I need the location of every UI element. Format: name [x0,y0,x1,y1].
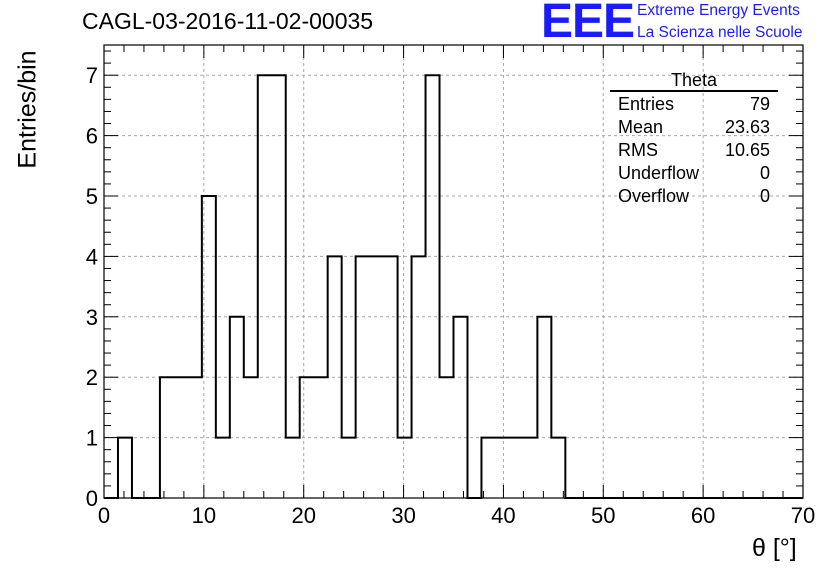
x-tick-label: 20 [291,503,315,528]
histogram-bin [286,438,300,498]
x-tick-label: 70 [791,503,815,528]
histogram-bin [272,75,286,498]
y-tick-label: 1 [86,426,98,451]
stats-label: RMS [618,140,658,160]
eee-logo-mark: EEE [541,0,635,48]
stats-label: Overflow [618,186,690,206]
stats-row-mean: Mean 23.63 [610,116,778,139]
x-tick-label: 10 [192,503,216,528]
chart-title: CAGL-03-2016-11-02-00035 [82,8,374,34]
histogram-bin [258,75,272,498]
histogram-bin [495,438,509,498]
histogram-bin [426,75,440,498]
histogram-bin [174,377,188,498]
histogram-bin [537,317,551,498]
stats-value: 10.65 [724,140,770,160]
x-tick-label: 0 [98,503,110,528]
plot-frame [103,44,804,499]
stats-title: Theta [610,70,778,92]
y-axis-label: Entries/bin [13,50,42,169]
eee-logo: EEE Extreme Energy Events La Scienza nel… [541,0,833,48]
histogram-bin [216,438,230,498]
y-tick-label: 2 [86,365,98,390]
histogram-bin [342,438,356,498]
x-axis-label: θ [°] [752,534,797,562]
stats-value: 0 [759,186,770,206]
y-tick-label: 3 [86,305,98,330]
stats-row-rms: RMS 10.65 [610,139,778,162]
y-tick-label: 7 [86,63,98,88]
histogram-bin [398,438,412,498]
stats-label: Mean [618,117,664,137]
histogram-bin [523,438,537,498]
histogram-bin [118,438,132,498]
y-tick-label: 4 [86,244,98,269]
x-tick-label: 50 [591,503,615,528]
histogram-bin [551,438,565,498]
histogram-bin [230,317,244,498]
logo-text-line1: Extreme Energy Events [637,2,800,19]
logo-text-line2: La Scienza nelle Scuole [637,24,803,41]
x-tick-label: 30 [391,503,415,528]
histogram-bin [509,438,523,498]
x-tick-label: 60 [691,503,715,528]
stats-value: 23.63 [724,117,770,137]
stats-row-underflow: Underflow 0 [610,162,778,185]
histogram-bin [454,317,468,498]
stats-row-overflow: Overflow 0 [610,185,778,208]
stats-value: 79 [749,94,770,114]
stats-value: 0 [759,163,770,183]
y-tick-label: 5 [86,184,98,209]
histogram-bin [300,377,314,498]
y-tick-label: 6 [86,124,98,149]
stats-box: Theta Entries 79 Mean 23.63 RMS 10.65 Un… [610,70,778,208]
histogram-bin [481,438,495,498]
stats-row-entries: Entries 79 [610,93,778,116]
stats-label: Underflow [618,163,700,183]
histogram-bin [384,256,398,498]
x-tick-label: 40 [491,503,515,528]
stats-label: Entries [618,94,675,114]
y-tick-label: 0 [86,486,98,511]
